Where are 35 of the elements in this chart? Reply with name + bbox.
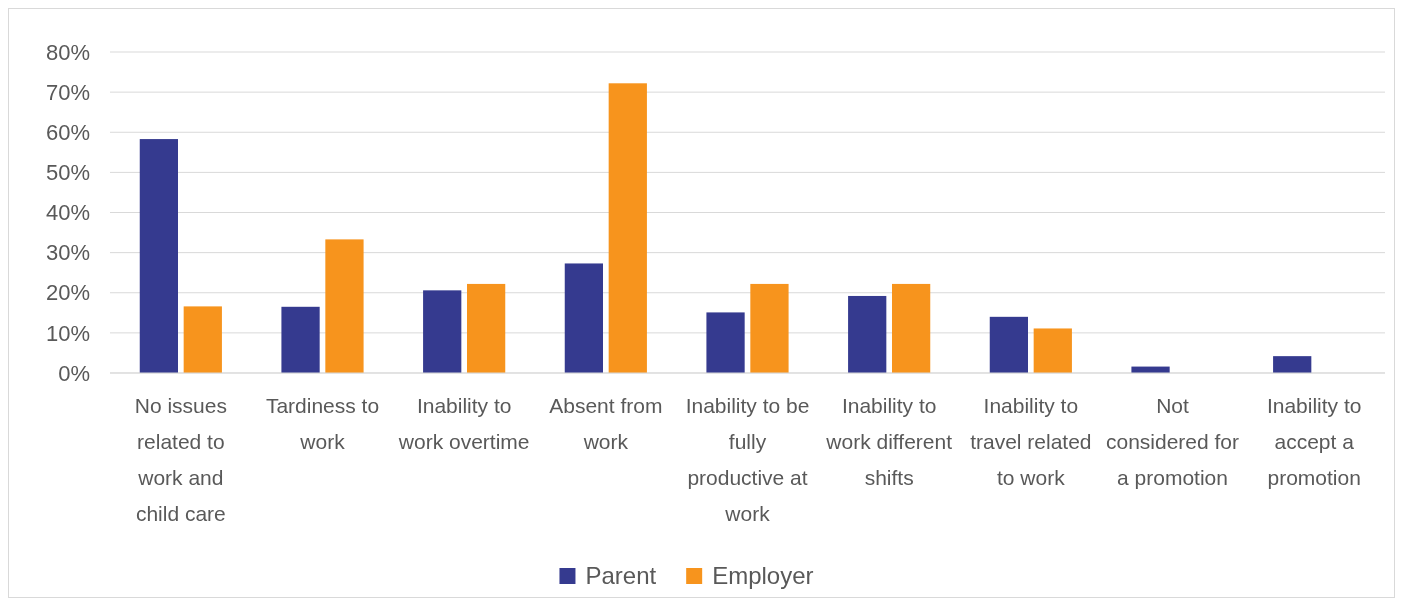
bar [183, 306, 222, 373]
y-tick-label: 60% [45, 119, 90, 145]
bar [467, 283, 506, 373]
x-tick-label: No issues related to work and child care [134, 394, 227, 525]
bar [281, 306, 320, 373]
y-tick-label: 40% [45, 200, 90, 226]
bar [848, 295, 887, 373]
x-tick-label: Inability to work different shifts [825, 394, 953, 489]
x-tick-label: Absent from work [549, 394, 663, 453]
x-tick-label: Inability to work overtime [397, 394, 530, 453]
x-tick-label: Inability to accept a promotion [1266, 394, 1362, 489]
bar [325, 239, 364, 373]
y-tick-label: 20% [45, 280, 90, 306]
y-tick-label: 70% [45, 79, 90, 105]
bar [989, 316, 1028, 373]
legend-label: Parent [585, 562, 657, 590]
bar [608, 83, 647, 373]
x-tick-label: Tardiness to work [265, 394, 380, 453]
bar [892, 283, 931, 373]
y-tick-label: 0% [58, 360, 90, 386]
y-tick-label: 10% [45, 320, 90, 346]
bar [423, 290, 462, 373]
bar [1033, 328, 1072, 373]
x-tick-label: Inability to travel related to work [970, 394, 1092, 489]
legend-label: Employer [712, 562, 814, 590]
y-tick-label: 50% [45, 160, 90, 186]
bar [139, 139, 178, 373]
y-tick-label: 30% [45, 240, 90, 266]
bar [1273, 356, 1312, 373]
x-tick-label: Not considered for a promotion [1105, 394, 1240, 489]
bar [706, 312, 745, 373]
x-tick-label: Inability to be fully productive at work [685, 394, 810, 525]
bar [564, 263, 603, 373]
bar [750, 283, 789, 373]
y-tick-label: 80% [45, 39, 90, 65]
